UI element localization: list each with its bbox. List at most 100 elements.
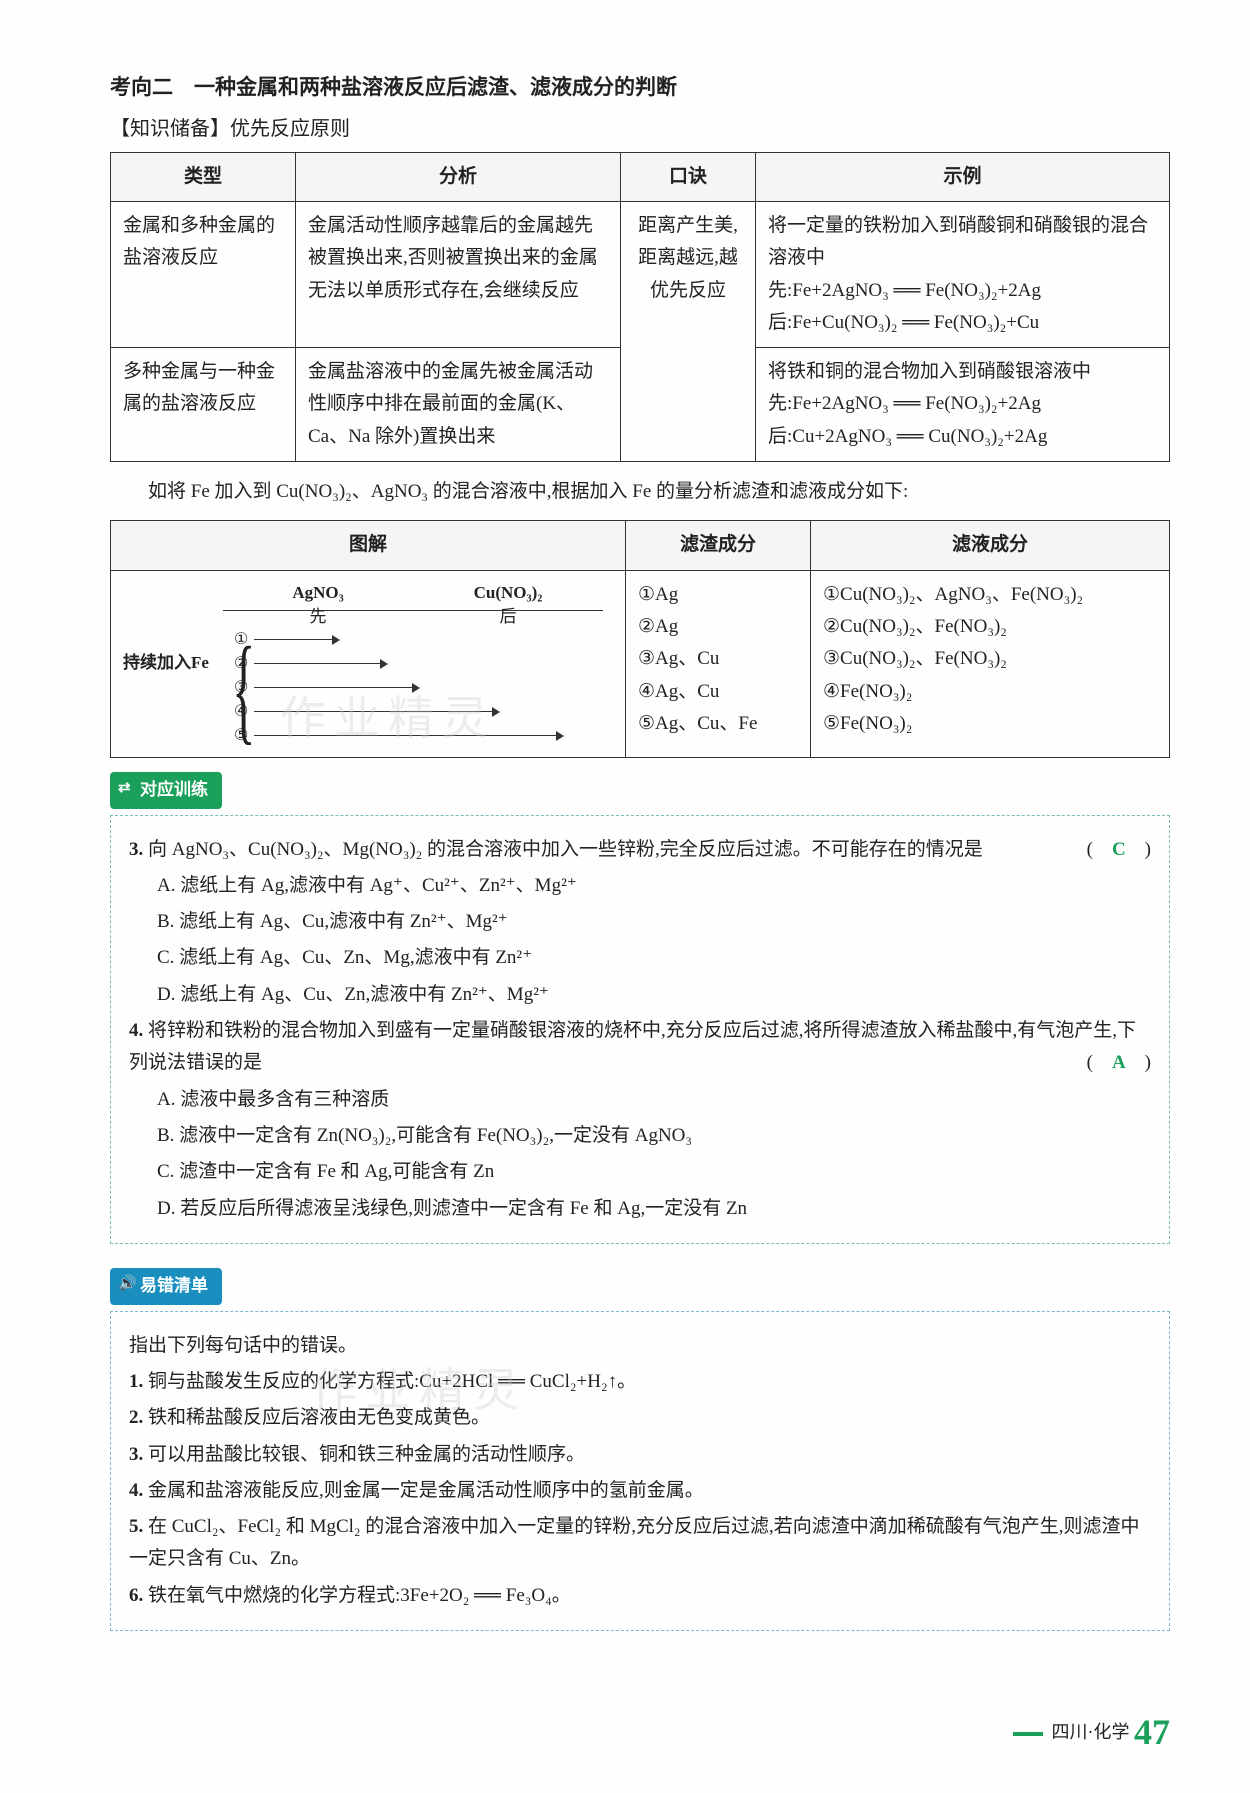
arrow-line-5 <box>254 735 558 736</box>
diagram-cell: AgNO₃ Cu(NO₃)₂ 先 后 持续加入Fe { ①②③④⑤ <box>111 570 626 757</box>
error-num-5: 5. <box>129 1516 148 1537</box>
q4-opt-b: B. 滤液中一定含有 Zn(NO₃)₂,可能含有 Fe(NO₃)₂,一定没有 A… <box>129 1120 1151 1152</box>
error-num-3: 3. <box>129 1444 148 1465</box>
error-num-2: 2. <box>129 1407 148 1428</box>
error-item-6: 6. 铁在氧气中燃烧的化学方程式:3Fe+2O₂ ══ Fe₃O₄。 <box>129 1580 1151 1612</box>
knowledge-subhead: 【知识储备】优先反应原则 <box>110 112 1170 146</box>
error-item-2: 2. 铁和稀盐酸反应后溶液由无色变成黄色。 <box>129 1402 1151 1434</box>
principles-table: 类型 分析 口诀 示例 金属和多种金属的盐溶液反应 金属活动性顺序越靠后的金属越… <box>110 152 1170 462</box>
row1-ex-l2: 后:Fe+Cu(NO₃)₂ ══ Fe(NO₃)₂+Cu <box>768 307 1157 339</box>
arrow-3: ③ <box>238 677 603 701</box>
fe-addition-diagram: AgNO₃ Cu(NO₃)₂ 先 后 持续加入Fe { ①②③④⑤ <box>123 579 613 749</box>
practice-box: 3. 向 AgNO₃、Cu(NO₃)₂、Mg(NO₃)₂ 的混合溶液中加入一些锌… <box>110 815 1170 1244</box>
q3-num: 3. <box>129 839 148 860</box>
arrow-line-2 <box>254 663 382 664</box>
row2-ex-l2: 后:Cu+2AgNO₃ ══ Cu(NO₃)₂+2Ag <box>768 421 1157 453</box>
arrow-num-5: ⑤ <box>234 722 248 749</box>
q3-opt-a: A. 滤纸上有 Ag,滤液中有 Ag⁺、Cu²⁺、Zn²⁺、Mg²⁺ <box>129 870 1151 902</box>
arrow-1: ① <box>238 629 603 653</box>
th-lz: 滤渣成分 <box>626 521 811 570</box>
diag-left-label: 持续加入Fe <box>123 649 209 678</box>
th-rhyme: 口诀 <box>621 152 756 201</box>
q3-answer-paren: ( C ) <box>1087 834 1151 866</box>
row2-ex-intro: 将铁和铜的混合物加入到硝酸银溶液中 <box>768 356 1157 388</box>
q3-opt-b: B. 滤纸上有 Ag、Cu,滤液中有 Zn²⁺、Mg²⁺ <box>129 906 1151 938</box>
speaker-icon: 🔊 <box>118 1272 137 1298</box>
ly-4: ④Fe(NO₃)₂ <box>823 676 1157 708</box>
error-text-3: 可以用盐酸比较银、铜和铁三种金属的活动性顺序。 <box>148 1444 585 1465</box>
lz-4: ④Ag、Cu <box>638 676 798 708</box>
th-example: 示例 <box>756 152 1170 201</box>
th-type: 类型 <box>111 152 296 201</box>
error-item-4: 4. 金属和盐溶液能反应,则金属一定是金属活动性顺序中的氢前金属。 <box>129 1475 1151 1507</box>
lz-5: ⑤Ag、Cu、Fe <box>638 708 798 740</box>
q3-opt-d: D. 滤纸上有 Ag、Cu、Zn,滤液中有 Zn²⁺、Mg²⁺ <box>129 979 1151 1011</box>
q3: 3. 向 AgNO₃、Cu(NO₃)₂、Mg(NO₃)₂ 的混合溶液中加入一些锌… <box>129 834 1151 866</box>
rhyme-cell: 距离产生美,距离越远,越优先反应 <box>621 201 756 461</box>
intro-line: 如将 Fe 加入到 Cu(NO₃)₂、AgNO₃ 的混合溶液中,根据加入 Fe … <box>110 476 1170 508</box>
footer-bar-icon <box>1013 1732 1043 1736</box>
row1-ex-l1: 先:Fe+2AgNO₃ ══ Fe(NO₃)₂+2Ag <box>768 275 1157 307</box>
q3-opt-c: C. 滤纸上有 Ag、Cu、Zn、Mg,滤液中有 Zn²⁺ <box>129 942 1151 974</box>
q3-stem: 向 AgNO₃、Cu(NO₃)₂、Mg(NO₃)₂ 的混合溶液中加入一些锌粉,完… <box>148 839 983 860</box>
error-item-3: 3. 可以用盐酸比较银、铜和铁三种金属的活动性顺序。 <box>129 1439 1151 1471</box>
row2-example: 将铁和铜的混合物加入到硝酸银溶液中 先:Fe+2AgNO₃ ══ Fe(NO₃)… <box>756 348 1170 462</box>
q4-opt-d: D. 若反应后所得滤液呈浅绿色,则滤渣中一定含有 Fe 和 Ag,一定没有 Zn <box>129 1193 1151 1225</box>
row1-analysis: 金属活动性顺序越靠后的金属越先被置换出来,否则被置换出来的金属无法以单质形式存在… <box>296 201 621 347</box>
footer-page-number: 47 <box>1134 1712 1170 1752</box>
q4: 4. 将锌粉和铁粉的混合物加入到盛有一定量硝酸银溶液的烧杯中,充分反应后过滤,将… <box>129 1015 1151 1080</box>
arrow-2: ② <box>238 653 603 677</box>
lz-3: ③Ag、Cu <box>638 643 798 675</box>
arrow-line-3 <box>254 687 414 688</box>
practice-label-text: 对应训练 <box>140 780 208 799</box>
row1-type: 金属和多种金属的盐溶液反应 <box>111 201 296 347</box>
page: 考向二 一种金属和两种盐溶液反应后滤渣、滤液成分的判断 【知识储备】优先反应原则… <box>0 0 1250 1793</box>
errors-box: 作业精灵 指出下列每句话中的错误。 1. 铜与盐酸发生反应的化学方程式:Cu+2… <box>110 1311 1170 1631</box>
q4-num: 4. <box>129 1020 148 1041</box>
errors-section: 🔊 易错清单 作业精灵 指出下列每句话中的错误。 1. 铜与盐酸发生反应的化学方… <box>110 1268 1170 1631</box>
swap-icon: ⇄ <box>118 776 131 802</box>
row2-analysis: 金属盐溶液中的金属先被金属活动性顺序中排在最前面的金属(K、Ca、Na 除外)置… <box>296 348 621 462</box>
q4-stem: 将锌粉和铁粉的混合物加入到盛有一定量硝酸银溶液的烧杯中,充分反应后过滤,将所得滤… <box>129 1020 1136 1073</box>
ly-5: ⑤Fe(NO₃)₂ <box>823 708 1157 740</box>
arrow-line-1 <box>254 639 334 640</box>
error-text-2: 铁和稀盐酸反应后溶液由无色变成黄色。 <box>148 1407 490 1428</box>
errors-label: 🔊 易错清单 <box>110 1268 222 1305</box>
ly-2: ②Cu(NO₃)₂、Fe(NO₃)₂ <box>823 611 1157 643</box>
error-num-4: 4. <box>129 1480 148 1501</box>
error-item-5: 5. 在 CuCl₂、FeCl₂ 和 MgCl₂ 的混合溶液中加入一定量的锌粉,… <box>129 1511 1151 1576</box>
page-footer: 四川·化学 47 <box>1013 1702 1170 1763</box>
analysis-table: 图解 滤渣成分 滤液成分 AgNO₃ Cu(NO₃)₂ 先 后 持续加入Fe { <box>110 520 1170 757</box>
ly-cell: ①Cu(NO₃)₂、AgNO₃、Fe(NO₃)₂ ②Cu(NO₃)₂、Fe(NO… <box>811 570 1170 757</box>
q4-opt-a: A. 滤液中最多含有三种溶质 <box>129 1084 1151 1116</box>
row2-type: 多种金属与一种金属的盐溶液反应 <box>111 348 296 462</box>
th-diagram: 图解 <box>111 521 626 570</box>
lz-1: ①Ag <box>638 579 798 611</box>
error-list: 1. 铜与盐酸发生反应的化学方程式:Cu+2HCl ══ CuCl₂+H₂↑。2… <box>129 1366 1151 1612</box>
practice-section: ⇄ 对应训练 3. 向 AgNO₃、Cu(NO₃)₂、Mg(NO₃)₂ 的混合溶… <box>110 772 1170 1244</box>
section-heading: 考向二 一种金属和两种盐溶液反应后滤渣、滤液成分的判断 <box>110 70 1170 106</box>
q4-opt-c: C. 滤渣中一定含有 Fe 和 Ag,可能含有 Zn <box>129 1156 1151 1188</box>
lz-cell: ①Ag ②Ag ③Ag、Cu ④Ag、Cu ⑤Ag、Cu、Fe <box>626 570 811 757</box>
q4-answer-paren: ( A ) <box>1087 1047 1151 1079</box>
lz-2: ②Ag <box>638 611 798 643</box>
errors-label-text: 易错清单 <box>140 1276 208 1295</box>
error-text-5: 在 CuCl₂、FeCl₂ 和 MgCl₂ 的混合溶液中加入一定量的锌粉,充分反… <box>129 1516 1140 1569</box>
row1-ex-intro: 将一定量的铁粉加入到硝酸铜和硝酸银的混合溶液中 <box>768 210 1157 275</box>
error-text-1: 铜与盐酸发生反应的化学方程式:Cu+2HCl ══ CuCl₂+H₂↑。 <box>148 1371 636 1392</box>
error-item-1: 1. 铜与盐酸发生反应的化学方程式:Cu+2HCl ══ CuCl₂+H₂↑。 <box>129 1366 1151 1398</box>
ly-1: ①Cu(NO₃)₂、AgNO₃、Fe(NO₃)₂ <box>823 579 1157 611</box>
ly-3: ③Cu(NO₃)₂、Fe(NO₃)₂ <box>823 643 1157 675</box>
q4-answer: A <box>1112 1052 1126 1073</box>
practice-label: ⇄ 对应训练 <box>110 772 222 809</box>
q3-answer: C <box>1112 839 1126 860</box>
errors-intro: 指出下列每句话中的错误。 <box>129 1330 1151 1362</box>
row2-ex-l1: 先:Fe+2AgNO₃ ══ Fe(NO₃)₂+2Ag <box>768 388 1157 420</box>
row1-example: 将一定量的铁粉加入到硝酸铜和硝酸银的混合溶液中 先:Fe+2AgNO₃ ══ F… <box>756 201 1170 347</box>
footer-region: 四川·化学 <box>1052 1722 1130 1742</box>
th-analysis: 分析 <box>296 152 621 201</box>
error-num-1: 1. <box>129 1371 148 1392</box>
diag-sub2: 后 <box>413 603 603 632</box>
arrow-5: ⑤ <box>238 725 603 749</box>
th-ly: 滤液成分 <box>811 521 1170 570</box>
